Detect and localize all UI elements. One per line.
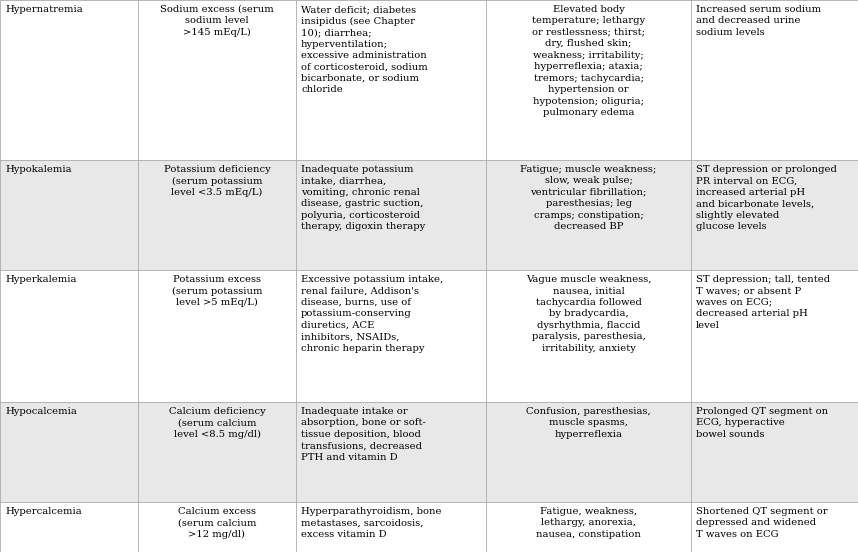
Text: Calcium deficiency
(serum calcium
level <8.5 mg/dl): Calcium deficiency (serum calcium level … [169, 407, 265, 439]
Text: Excessive potassium intake,
renal failure, Addison's
disease, burns, use of
pota: Excessive potassium intake, renal failur… [301, 275, 444, 353]
Text: Water deficit; diabetes
insipidus (see Chapter
10); diarrhea;
hyperventilation;
: Water deficit; diabetes insipidus (see C… [301, 5, 428, 94]
Bar [0, 402, 858, 502]
Text: Inadequate intake or
absorption, bone or soft-
tissue deposition, blood
transfus: Inadequate intake or absorption, bone or… [301, 407, 426, 462]
Text: Hyperkalemia: Hyperkalemia [5, 275, 76, 284]
Text: Increased serum sodium
and decreased urine
sodium levels: Increased serum sodium and decreased uri… [696, 5, 821, 37]
Text: ST depression; tall, tented
T waves; or absent P
waves on ECG;
decreased arteria: ST depression; tall, tented T waves; or … [696, 275, 831, 330]
Text: Potassium excess
(serum potassium
level >5 mEq/L): Potassium excess (serum potassium level … [172, 275, 263, 307]
Text: Fatigue; muscle weakness;
slow, weak pulse;
ventricular fibrillation;
paresthesi: Fatigue; muscle weakness; slow, weak pul… [520, 165, 656, 231]
Text: Fatigue, weakness,
lethargy, anorexia,
nausea, constipation: Fatigue, weakness, lethargy, anorexia, n… [536, 507, 641, 539]
Text: Hypercalcemia: Hypercalcemia [5, 507, 82, 516]
Bar [0, 502, 858, 552]
Text: Inadequate potassium
intake, diarrhea,
vomiting, chronic renal
disease, gastric : Inadequate potassium intake, diarrhea, v… [301, 165, 426, 231]
Text: Vague muscle weakness,
nausea, initial
tachycardia followed
by bradycardia,
dysr: Vague muscle weakness, nausea, initial t… [526, 275, 651, 353]
Text: Elevated body
temperature; lethargy
or restlessness; thirst;
dry, flushed skin;
: Elevated body temperature; lethargy or r… [532, 5, 645, 117]
Text: Hypocalcemia: Hypocalcemia [5, 407, 77, 416]
Text: Calcium excess
(serum calcium
>12 mg/dl): Calcium excess (serum calcium >12 mg/dl) [178, 507, 257, 539]
Text: Shortened QT segment or
depressed and widened
T waves on ECG: Shortened QT segment or depressed and wi… [696, 507, 828, 539]
Text: Confusion, paresthesias,
muscle spasms,
hyperreflexia: Confusion, paresthesias, muscle spasms, … [526, 407, 651, 439]
Text: Hypokalemia: Hypokalemia [5, 165, 71, 174]
Text: ST depression or prolonged
PR interval on ECG,
increased arterial pH
and bicarbo: ST depression or prolonged PR interval o… [696, 165, 837, 231]
Bar [0, 270, 858, 402]
Text: Hyperparathyroidism, bone
metastases, sarcoidosis,
excess vitamin D: Hyperparathyroidism, bone metastases, sa… [301, 507, 442, 539]
Text: Hypernatremia: Hypernatremia [5, 5, 82, 14]
Bar [0, 160, 858, 270]
Text: Sodium excess (serum
sodium level
>145 mEq/L): Sodium excess (serum sodium level >145 m… [160, 5, 274, 37]
Bar [0, 0, 858, 160]
Text: Prolonged QT segment on
ECG, hyperactive
bowel sounds: Prolonged QT segment on ECG, hyperactive… [696, 407, 828, 439]
Text: Potassium deficiency
(serum potassium
level <3.5 mEq/L): Potassium deficiency (serum potassium le… [164, 165, 270, 197]
